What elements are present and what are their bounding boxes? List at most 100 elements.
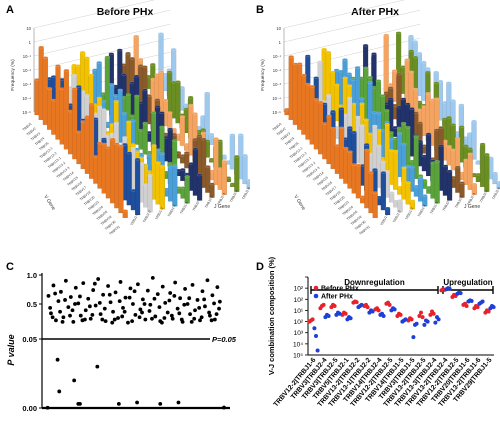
bar-top <box>46 87 53 90</box>
v-gene-tick-label: TRBV19 <box>329 190 341 201</box>
v-gene-tick-label: TRBV30 <box>354 220 366 231</box>
data-point <box>188 312 192 317</box>
bar-top <box>392 149 399 153</box>
data-point <box>135 282 140 287</box>
bar-top <box>454 137 461 140</box>
bar-top <box>142 65 148 68</box>
bar-top <box>363 143 370 146</box>
bar-top <box>409 165 415 169</box>
data-point <box>491 305 496 310</box>
bar-top <box>108 52 115 55</box>
data-point <box>68 295 73 299</box>
panel-a-label: A <box>6 4 14 16</box>
bar-top <box>158 32 164 35</box>
bar <box>172 165 178 207</box>
j-gene-tick-label: TRBJ2-4 <box>479 189 489 203</box>
bar-top <box>238 133 244 136</box>
bar-top <box>200 137 207 141</box>
data-point <box>176 400 181 405</box>
data-point <box>121 305 125 310</box>
data-point <box>326 314 331 318</box>
v-gene-tick-label: TRBV4 <box>34 136 45 146</box>
data-point <box>120 314 125 319</box>
panel-c-pvalue-scatter: 0.00 0.05 0.5 1.0 P value P=0.05 <box>6 271 237 413</box>
bar-top <box>413 135 419 138</box>
data-point <box>160 320 164 325</box>
data-point <box>403 317 408 322</box>
bar-top <box>134 157 141 161</box>
data-point <box>127 295 132 300</box>
panel-d-label: D <box>256 261 264 273</box>
j-gene-tick-label: TRBJ2-5 <box>491 186 500 200</box>
v-gene-tick-label: TRBV1 <box>22 122 33 132</box>
data-point <box>140 297 145 302</box>
v-gene-tick-label: TRBV2 <box>276 127 287 137</box>
y-tick-label: 1 <box>279 40 282 45</box>
bar-top <box>104 55 111 59</box>
v-gene-tick-label: TRBV30 <box>104 220 116 231</box>
legend-marker <box>313 285 319 291</box>
bar-top <box>101 137 107 141</box>
j-gene-tick-label: TRBJ2-3 <box>217 192 227 206</box>
bar-top <box>401 142 407 146</box>
y-tick-label: 10 <box>276 26 281 31</box>
bar-top <box>387 86 394 89</box>
bar-top <box>162 98 169 102</box>
y-axis-label: Frequency (%) <box>260 59 266 91</box>
data-point <box>348 316 353 321</box>
bar-top <box>408 34 414 38</box>
data-point <box>173 280 178 285</box>
bar-top <box>97 141 103 145</box>
y-tick-label: 10² <box>294 297 304 304</box>
j-gene-tick-label: TRBJ2-1 <box>442 198 452 212</box>
bar-top <box>167 127 173 131</box>
bar-top <box>122 209 128 212</box>
bar-top <box>221 160 228 163</box>
bars-group <box>34 32 250 219</box>
bar-top <box>342 76 348 80</box>
data-point <box>392 307 397 312</box>
data-point <box>312 326 317 331</box>
bar-top <box>367 81 373 84</box>
y-tick-label: 1.0 <box>27 271 37 280</box>
data-point <box>93 303 98 308</box>
data-point <box>458 291 463 296</box>
v-gene-tick-label: TRBV31 <box>358 225 370 236</box>
data-point <box>215 285 220 290</box>
data-point <box>163 300 168 305</box>
data-point <box>92 281 97 286</box>
data-point <box>152 296 157 301</box>
j-gene-tick-label: TRBJ2-5 <box>241 186 250 200</box>
data-point <box>155 292 160 297</box>
data-point <box>76 301 81 306</box>
bar-top <box>416 52 423 55</box>
v-gene-tick-label: TRBV24 <box>342 205 354 216</box>
data-point <box>314 334 318 339</box>
bar <box>392 150 399 190</box>
data-point <box>447 286 452 291</box>
threshold-label: P=0.05 <box>212 335 237 344</box>
bar-top <box>400 65 406 68</box>
bar-top <box>296 62 303 65</box>
y-tick-label: 10⁻¹ <box>273 54 282 59</box>
bar-top <box>150 111 157 114</box>
v-gene-tick-label: TRBV4 <box>284 136 295 146</box>
panel-b-3d-bar-chart: 10 1 10⁻¹ 10⁻² 10⁻³ 10⁻⁴ 10⁻⁵ Frequency (%) TRBV… <box>260 0 500 236</box>
bar-top <box>375 79 382 82</box>
y-tick-label: 10⁻³ <box>273 82 282 87</box>
v-gene-tick-label: TRBV15 <box>66 176 78 187</box>
bar-top <box>363 118 369 121</box>
data-point <box>210 293 215 298</box>
bar-top <box>458 103 465 107</box>
bar-top <box>425 67 431 70</box>
j-gene-tick-label: TRBJ1-2 <box>392 210 402 224</box>
data-point <box>414 321 419 326</box>
data-point <box>381 314 386 318</box>
bar-top <box>96 61 102 64</box>
bar-top <box>372 124 378 128</box>
bar-top <box>204 91 210 95</box>
bar-top <box>446 81 452 84</box>
j-gene-tick-label: TRBJ1-4 <box>167 204 177 218</box>
bar-top <box>438 126 444 129</box>
bar-top <box>154 98 161 101</box>
